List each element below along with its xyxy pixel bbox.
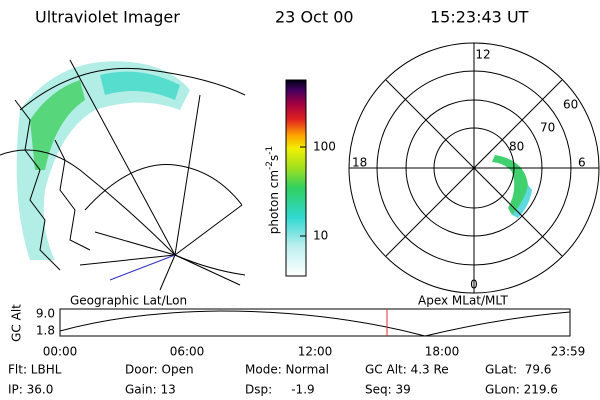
footer-field: Gain: 13 bbox=[125, 383, 176, 397]
mlt-label: 6 bbox=[578, 156, 586, 170]
time: 15:23:43 UT bbox=[430, 8, 529, 27]
mlt-label: 18 bbox=[352, 156, 367, 170]
colorbar-tick-label: 100 bbox=[313, 140, 336, 154]
strip-xtick: 23:59 bbox=[551, 345, 586, 359]
mlt-label: 0 bbox=[470, 278, 478, 292]
footer-field: Dsp: -1.9 bbox=[245, 383, 315, 397]
footer-field: Flt: LBHL bbox=[8, 363, 62, 377]
footer-field: Mode: Normal bbox=[245, 363, 329, 377]
lat-label: 60 bbox=[563, 98, 578, 112]
altitude-strip bbox=[59, 308, 571, 337]
strip-xtick: 06:00 bbox=[170, 345, 205, 359]
geographic-map bbox=[0, 59, 246, 291]
footer-field: Door: Open bbox=[125, 363, 194, 377]
footer-field: GC Alt: 4.3 Re bbox=[365, 363, 449, 377]
colorbar bbox=[285, 79, 307, 277]
footer: Flt: LBHL Door: Open Mode: Normal GC Alt: 4… bbox=[8, 363, 558, 397]
caption: Apex MLat/MLT bbox=[418, 294, 508, 308]
strip-ylabel: GC Alt bbox=[10, 304, 24, 342]
caption: Geographic Lat/Lon bbox=[70, 294, 187, 308]
mlt-label: 12 bbox=[475, 48, 490, 62]
polar-plot bbox=[348, 42, 600, 294]
footer-field: IP: 36.0 bbox=[8, 383, 53, 397]
strip-xtick: 12:00 bbox=[298, 345, 333, 359]
title: Ultraviolet Imager bbox=[35, 8, 180, 27]
date: 23 Oct 00 bbox=[275, 8, 354, 27]
strip-ytick: 9.0 bbox=[36, 307, 55, 321]
colorbar-label: photon cm-2s-1 bbox=[265, 146, 281, 235]
strip-xtick: 18:00 bbox=[425, 345, 460, 359]
footer-field: GLon: 219.6 bbox=[485, 383, 558, 397]
lat-label: 80 bbox=[509, 140, 524, 154]
footer-field: Seq: 39 bbox=[365, 383, 411, 397]
altitude-curve bbox=[59, 310, 571, 337]
colorbar-tick-label: 10 bbox=[313, 229, 328, 243]
footer-field: GLat: 79.6 bbox=[485, 363, 551, 377]
lat-label: 70 bbox=[540, 121, 555, 135]
strip-ytick: 1.8 bbox=[36, 324, 55, 338]
strip-xtick: 00:00 bbox=[43, 345, 78, 359]
